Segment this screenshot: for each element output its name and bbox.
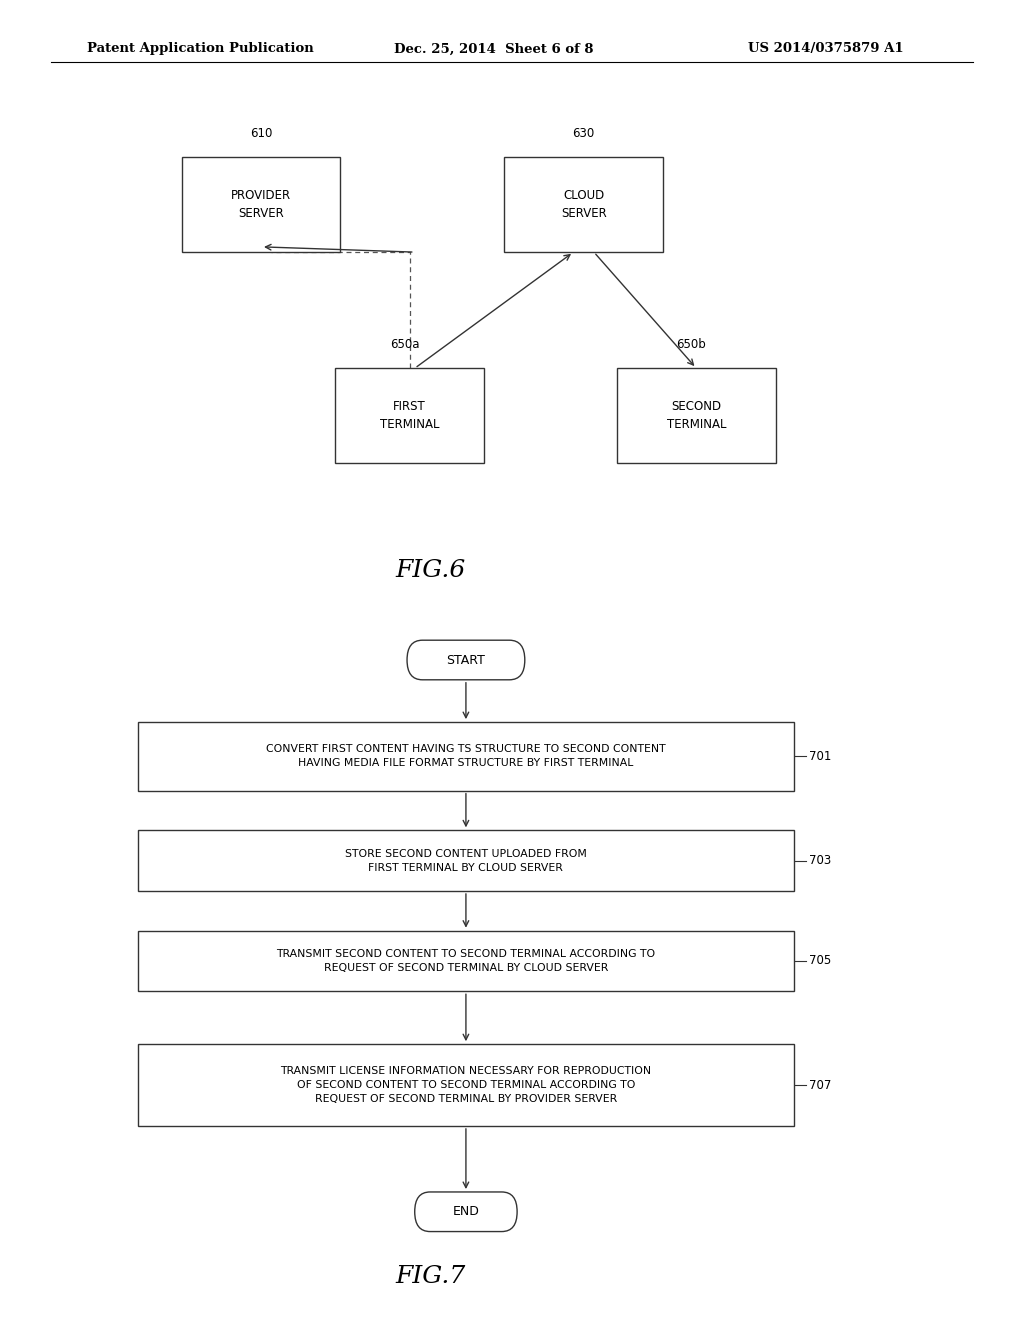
Text: 650b: 650b <box>676 338 707 351</box>
Text: FIRST
TERMINAL: FIRST TERMINAL <box>380 400 439 432</box>
FancyBboxPatch shape <box>182 157 340 252</box>
Text: US 2014/0375879 A1: US 2014/0375879 A1 <box>748 42 903 55</box>
Text: Patent Application Publication: Patent Application Publication <box>87 42 313 55</box>
FancyBboxPatch shape <box>616 368 776 463</box>
Text: FIG.6: FIG.6 <box>395 558 465 582</box>
Text: 701: 701 <box>809 750 831 763</box>
Text: END: END <box>453 1205 479 1218</box>
FancyBboxPatch shape <box>138 1044 794 1126</box>
FancyBboxPatch shape <box>138 830 794 891</box>
Text: START: START <box>446 653 485 667</box>
FancyBboxPatch shape <box>336 368 484 463</box>
Text: 610: 610 <box>250 127 272 140</box>
Text: TRANSMIT SECOND CONTENT TO SECOND TERMINAL ACCORDING TO
REQUEST OF SECOND TERMIN: TRANSMIT SECOND CONTENT TO SECOND TERMIN… <box>276 949 655 973</box>
Text: 650a: 650a <box>390 338 419 351</box>
FancyBboxPatch shape <box>415 1192 517 1232</box>
Text: SECOND
TERMINAL: SECOND TERMINAL <box>667 400 726 432</box>
Text: FIG.7: FIG.7 <box>395 1265 465 1288</box>
Text: PROVIDER
SERVER: PROVIDER SERVER <box>231 189 291 220</box>
FancyBboxPatch shape <box>504 157 664 252</box>
Text: TRANSMIT LICENSE INFORMATION NECESSARY FOR REPRODUCTION
OF SECOND CONTENT TO SEC: TRANSMIT LICENSE INFORMATION NECESSARY F… <box>281 1067 651 1104</box>
Text: 707: 707 <box>809 1078 831 1092</box>
Text: CONVERT FIRST CONTENT HAVING TS STRUCTURE TO SECOND CONTENT
HAVING MEDIA FILE FO: CONVERT FIRST CONTENT HAVING TS STRUCTUR… <box>266 744 666 768</box>
FancyBboxPatch shape <box>138 931 794 991</box>
Text: 703: 703 <box>809 854 831 867</box>
Text: Dec. 25, 2014  Sheet 6 of 8: Dec. 25, 2014 Sheet 6 of 8 <box>394 42 594 55</box>
Text: 705: 705 <box>809 954 831 968</box>
Text: STORE SECOND CONTENT UPLOADED FROM
FIRST TERMINAL BY CLOUD SERVER: STORE SECOND CONTENT UPLOADED FROM FIRST… <box>345 849 587 873</box>
Text: 630: 630 <box>572 127 595 140</box>
FancyBboxPatch shape <box>408 640 525 680</box>
Text: CLOUD
SERVER: CLOUD SERVER <box>561 189 606 220</box>
FancyBboxPatch shape <box>138 722 794 791</box>
